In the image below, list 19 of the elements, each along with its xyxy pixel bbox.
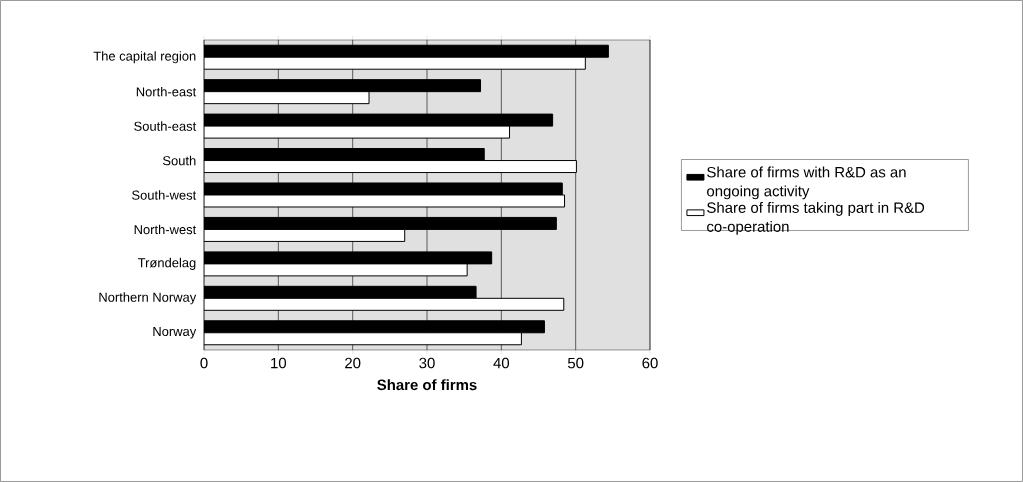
x-tick-label: 60 [642, 357, 658, 369]
y-tick-label: Norway [153, 326, 197, 339]
y-tick-label: The capital region [93, 51, 196, 64]
y-tick-label: Trøndelag [137, 257, 196, 270]
y-tick-label: South-west [132, 190, 197, 200]
x-tick-label: 20 [345, 357, 361, 369]
x-tick-label: 30 [419, 357, 435, 369]
x-tick-label: 10 [271, 357, 287, 369]
legend-label: Share of firms with R&D as an ongoing activity [707, 166, 906, 200]
x-tick-label: 0 [200, 357, 208, 369]
y-tick-label: Northern Norway [99, 292, 197, 305]
y-tick-label: North-east [136, 86, 197, 97]
x-tick-label: 40 [493, 357, 510, 369]
x-axis-title: Share of firms [377, 379, 477, 391]
legend-label: Share of firms taking part in R&D co-operation [707, 201, 925, 235]
x-tick-label: 50 [567, 357, 584, 369]
y-tick-label: South-east [134, 121, 197, 131]
y-tick-label: North-west [134, 224, 197, 235]
y-tick-label: South [162, 155, 196, 166]
